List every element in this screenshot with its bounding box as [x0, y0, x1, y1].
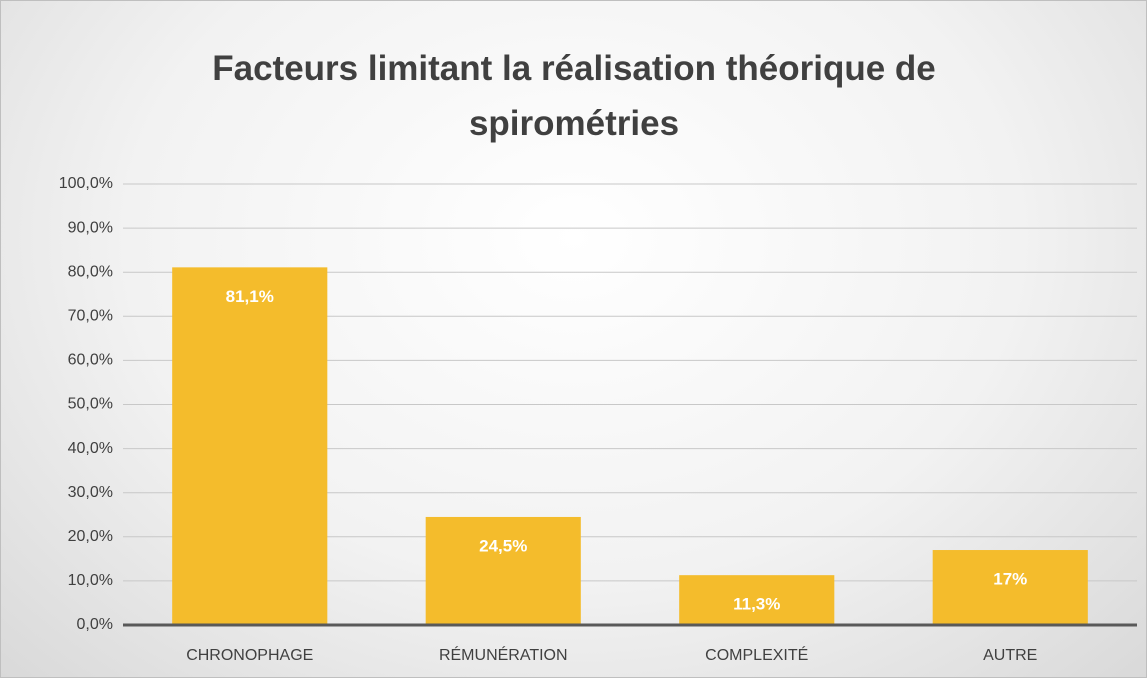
y-tick-label: 70,0% [68, 308, 113, 325]
bar [425, 516, 581, 625]
y-tick-label: 40,0% [68, 440, 113, 457]
data-label: 81,1% [226, 287, 274, 306]
y-tick-label: 20,0% [68, 528, 113, 545]
y-tick-label: 90,0% [68, 219, 113, 236]
y-tick-label: 0,0% [77, 616, 113, 633]
bar [679, 575, 835, 625]
data-label: 24,5% [479, 536, 527, 555]
y-tick-label: 100,0% [59, 175, 113, 192]
x-tick-label: RÉMUNÉRATION [439, 645, 568, 664]
chart-title: Facteurs limitant la réalisation théoriq… [212, 49, 936, 143]
bar [172, 267, 328, 625]
y-tick-label: 30,0% [68, 484, 113, 501]
y-tick-label: 50,0% [68, 396, 113, 413]
data-label: 17% [993, 570, 1027, 589]
y-tick-label: 80,0% [68, 263, 113, 280]
y-tick-label: 60,0% [68, 352, 113, 369]
data-label: 11,3% [733, 595, 780, 614]
x-tick-label: AUTRE [983, 647, 1037, 664]
bar [932, 550, 1088, 625]
x-tick-label: CHRONOPHAGE [186, 647, 313, 664]
y-tick-label: 10,0% [68, 572, 113, 589]
x-tick-label: COMPLEXITÉ [705, 645, 808, 664]
